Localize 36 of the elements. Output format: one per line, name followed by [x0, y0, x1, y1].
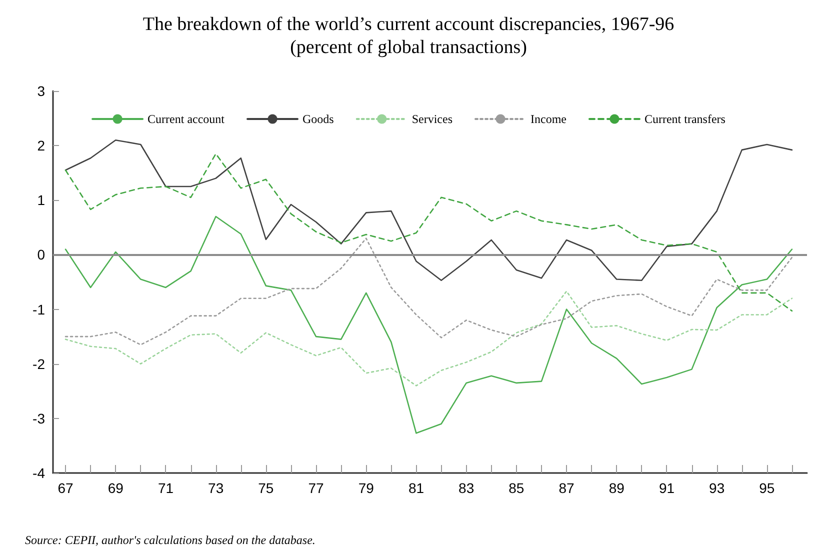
legend-label: Income	[530, 112, 566, 126]
legend-label: Current transfers	[644, 112, 726, 126]
x-tick-label: 87	[558, 480, 575, 496]
x-tick-label: 85	[508, 480, 524, 496]
x-tick-label: 75	[258, 480, 274, 496]
line-series	[64, 216, 793, 434]
x-tick-label: 91	[658, 480, 675, 496]
x-tick-label: 83	[458, 480, 474, 496]
x-tick-label: 73	[208, 480, 224, 496]
chart-subtitle: (percent of global transactions)	[290, 37, 527, 58]
x-tick-label: 69	[108, 480, 124, 496]
x-tick-label: 67	[58, 480, 74, 496]
legend-label: Current account	[148, 112, 226, 126]
chart-title: The breakdown of the world’s current account discrepancies, 1967-96	[142, 14, 674, 35]
x-tick-label: 71	[158, 480, 174, 496]
x-tick-label: 93	[709, 480, 725, 496]
line-series	[64, 290, 793, 386]
y-tick-label: 1	[37, 192, 46, 208]
source-note: Source: CEPII, author's calculations based on the database.	[25, 533, 316, 547]
x-tick-label: 89	[608, 480, 625, 496]
y-tick-label: 0	[37, 246, 46, 263]
x-tick-label: 95	[759, 480, 775, 496]
x-tick-label: 77	[308, 480, 324, 496]
y-tick-label: -3	[32, 410, 46, 426]
line-series	[64, 139, 793, 282]
legend-label: Goods	[302, 112, 334, 126]
line-series	[64, 153, 793, 312]
x-tick-label: 79	[358, 480, 374, 496]
y-tick-label: 2	[37, 138, 46, 154]
x-tick-label: 81	[408, 480, 424, 496]
y-tick-label: 3	[37, 83, 46, 99]
y-tick-label: -1	[32, 301, 46, 318]
y-tick-label: -4	[32, 465, 46, 481]
legend-label: Services	[412, 112, 453, 126]
line-series	[64, 238, 793, 346]
y-tick-label: -2	[32, 356, 46, 372]
